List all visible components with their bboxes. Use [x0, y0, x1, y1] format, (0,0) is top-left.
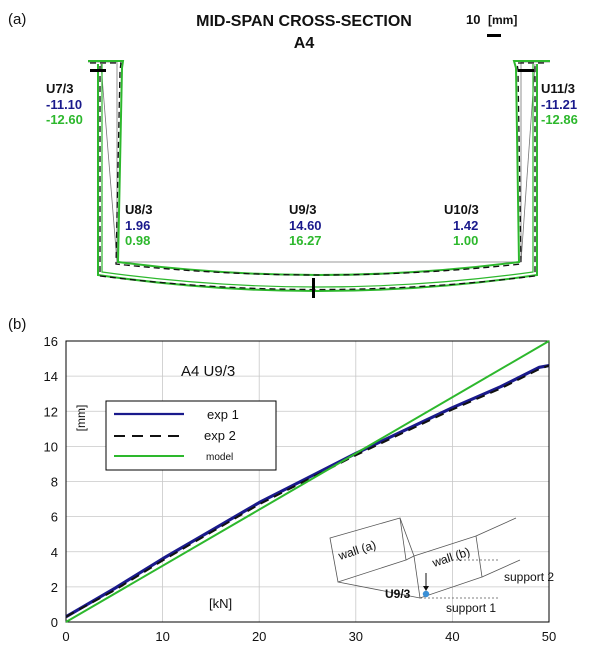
panel-a-subtitle: A4 — [294, 35, 315, 52]
legend-box — [105, 400, 277, 471]
gauge-name: U8/3 — [125, 202, 152, 217]
deformed-section-model — [88, 60, 550, 292]
y-tick-label: 14 — [44, 369, 58, 384]
y-axis: 0 2 4 6 8 10 12 14 16 — [44, 334, 58, 630]
gauge-exp-value: -11.21 — [541, 97, 577, 112]
y-tick-label: 12 — [44, 404, 58, 419]
y-tick-label: 10 — [44, 439, 58, 454]
gauge-marker-u9 — [312, 278, 315, 298]
y-tick-label: 6 — [51, 510, 58, 525]
gauge-u8: U8/3 1.96 0.98 — [125, 202, 152, 248]
inset-sketch — [329, 517, 521, 599]
gauge-model-value: 16.27 — [289, 233, 322, 248]
y-tick-label: 0 — [51, 615, 58, 630]
gauge-name: U10/3 — [444, 202, 479, 217]
x-tick-label: 30 — [349, 629, 363, 644]
gauge-model-value: 0.98 — [125, 233, 150, 248]
gauge-u7: U7/3 -11.10 -12.60 — [46, 81, 83, 127]
inset-label-support-2: support 2 — [504, 570, 554, 584]
gauge-u11: U11/3 -11.21 -12.86 — [541, 81, 578, 127]
plot-frame — [65, 340, 550, 623]
panel-b-label: (b) — [8, 316, 26, 333]
gauge-marker-u11 — [518, 69, 534, 72]
inset-gauge-point — [422, 590, 430, 598]
reference-brace-left — [100, 63, 118, 263]
legend-label-model: model — [206, 452, 233, 463]
scale-bar-unit: [mm] — [488, 13, 517, 27]
series-line-model — [65, 340, 550, 623]
inset-label-gauge: U9/3 — [385, 587, 411, 601]
x-tick-label: 40 — [445, 629, 459, 644]
gauge-exp-value: 14.60 — [289, 218, 322, 233]
y-axis-label: [mm] — [74, 405, 88, 432]
gauge-u9: U9/3 14.60 16.27 — [289, 202, 322, 248]
gauge-u10: U10/3 1.42 1.00 — [444, 202, 479, 248]
x-tick-label: 20 — [252, 629, 266, 644]
legend-label-exp-1: exp 1 — [207, 407, 239, 422]
gauge-exp-value: 1.42 — [453, 218, 478, 233]
inset-corner — [399, 517, 415, 561]
panel-a: (a) MID-SPAN CROSS-SECTION A4 10 [mm] U7… — [8, 11, 578, 298]
x-tick-label: 50 — [542, 629, 556, 644]
scale-bar-value: 10 — [466, 12, 480, 27]
gauge-name: U9/3 — [289, 202, 316, 217]
panel-a-title: MID-SPAN CROSS-SECTION — [196, 13, 412, 30]
x-tick-label: 0 — [62, 629, 69, 644]
gauge-exp-value: 1.96 — [125, 218, 150, 233]
inset-label-wall-b: wall (b) — [430, 545, 472, 571]
y-tick-label: 16 — [44, 334, 58, 349]
x-tick-label: 10 — [155, 629, 169, 644]
gauge-model-value: -12.60 — [46, 112, 83, 127]
legend: exp 1 exp 2 model — [105, 400, 277, 471]
gauge-marker-u7 — [90, 69, 106, 72]
inset-gauge-arrowhead — [423, 586, 429, 591]
gauge-name: U7/3 — [46, 81, 73, 96]
inset-floor-edge — [337, 581, 421, 599]
inset-wall-b — [413, 535, 483, 599]
chart-series — [65, 340, 550, 623]
y-tick-label: 8 — [51, 475, 58, 490]
series-line-exp-1 — [65, 364, 550, 619]
x-axis-label: [kN] — [209, 596, 232, 611]
panel-b: (b) 0 2 4 6 8 10 12 14 16 0 10 20 30 40 50 A4 U9/3 [m… — [8, 316, 556, 644]
x-axis: 0 10 20 30 40 50 — [62, 629, 556, 644]
gauge-name: U11/3 — [541, 81, 575, 96]
inset-far-edges — [475, 517, 521, 578]
gauge-model-value: -12.86 — [541, 112, 578, 127]
y-tick-label: 4 — [51, 545, 58, 560]
y-tick-label: 2 — [51, 580, 58, 595]
gauge-exp-value: -11.10 — [46, 97, 82, 112]
panel-a-label: (a) — [8, 11, 26, 28]
inset-label-support-1: support 1 — [446, 601, 496, 615]
deformed-section-exp — [90, 62, 548, 291]
scale-bar — [487, 34, 501, 37]
gauge-model-value: 1.00 — [453, 233, 478, 248]
chart-title: A4 U9/3 — [181, 363, 235, 380]
legend-label-exp-2: exp 2 — [204, 428, 236, 443]
inset-label-wall-a: wall (a) — [336, 538, 378, 564]
